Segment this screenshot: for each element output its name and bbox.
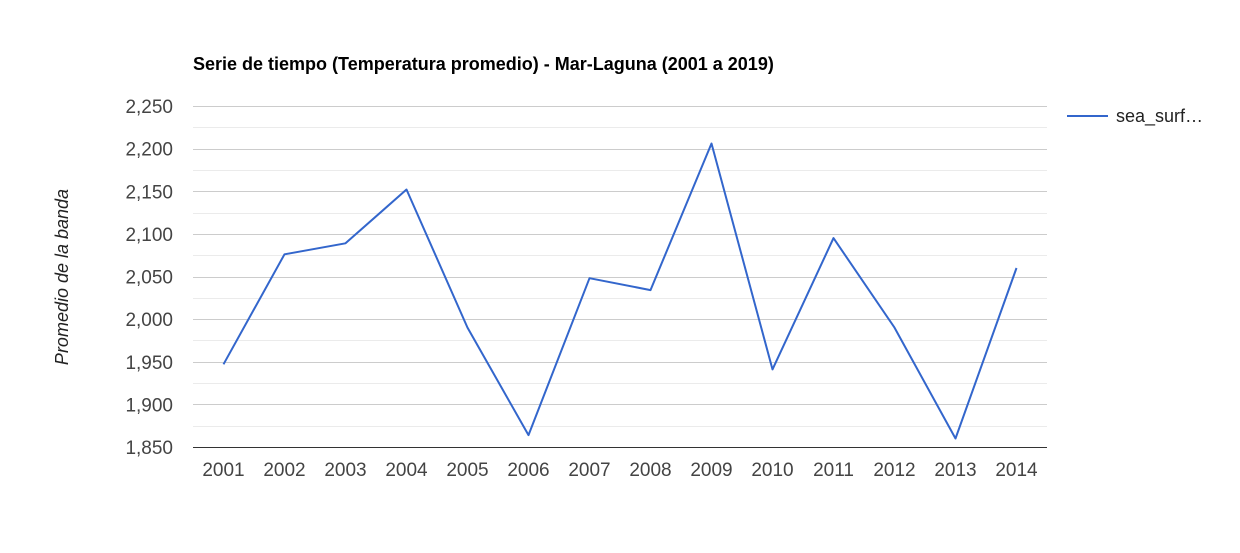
data-point[interactable] <box>1014 265 1020 271</box>
y-tick-label: 2,100 <box>125 225 173 246</box>
gridlines <box>193 106 1047 448</box>
x-tick-label: 2009 <box>690 460 732 481</box>
y-tick-label: 1,900 <box>125 395 173 416</box>
y-tick-label: 2,250 <box>125 97 173 118</box>
y-tick-label: 1,850 <box>125 438 173 459</box>
x-tick-label: 2007 <box>568 460 610 481</box>
data-point[interactable] <box>526 432 532 438</box>
data-point[interactable] <box>770 366 776 372</box>
y-axis-label: Promedio de la banda <box>52 189 72 365</box>
legend[interactable]: sea_surf… <box>1067 106 1203 127</box>
data-point[interactable] <box>465 325 471 331</box>
chart-title: Serie de tiempo (Temperatura promedio) -… <box>193 54 774 74</box>
series-line[interactable] <box>222 142 1018 440</box>
y-tick-label: 1,950 <box>125 353 173 374</box>
data-point[interactable] <box>892 325 898 331</box>
y-tick-label: 2,200 <box>125 140 173 161</box>
y-axis-ticks: 1,850 1,900 1,950 2,000 2,050 2,100 2,150 2,200… <box>125 97 173 459</box>
data-point[interactable] <box>953 436 959 442</box>
x-tick-label: 2003 <box>324 460 366 481</box>
minor-gridlines <box>193 127 1047 427</box>
data-point[interactable] <box>709 141 715 147</box>
x-tick-label: 2006 <box>507 460 549 481</box>
data-point[interactable] <box>648 287 654 293</box>
data-point[interactable] <box>343 240 349 246</box>
x-tick-label: 2011 <box>813 460 854 481</box>
x-tick-label: 2008 <box>629 460 671 481</box>
x-tick-label: 2001 <box>202 460 244 481</box>
data-point[interactable] <box>587 275 593 281</box>
y-tick-label: 2,150 <box>125 182 173 203</box>
y-tick-label: 2,000 <box>125 310 173 331</box>
x-axis-ticks: 2001 2002 2003 2004 2005 2006 2007 2008 2009 2010… <box>202 460 1038 481</box>
legend-label: sea_surf… <box>1116 106 1203 127</box>
y-tick-label: 2,050 <box>125 268 173 289</box>
data-point[interactable] <box>831 235 837 241</box>
x-tick-label: 2010 <box>751 460 793 481</box>
series-group <box>221 141 1020 442</box>
x-tick-label: 2014 <box>995 460 1038 481</box>
x-tick-label: 2002 <box>263 460 305 481</box>
x-tick-label: 2005 <box>446 460 488 481</box>
data-point[interactable] <box>282 251 288 257</box>
data-point[interactable] <box>221 361 227 367</box>
x-tick-label: 2012 <box>873 460 915 481</box>
x-tick-label: 2004 <box>385 460 428 481</box>
data-point[interactable] <box>404 187 410 193</box>
x-tick-label: 2013 <box>934 460 976 481</box>
